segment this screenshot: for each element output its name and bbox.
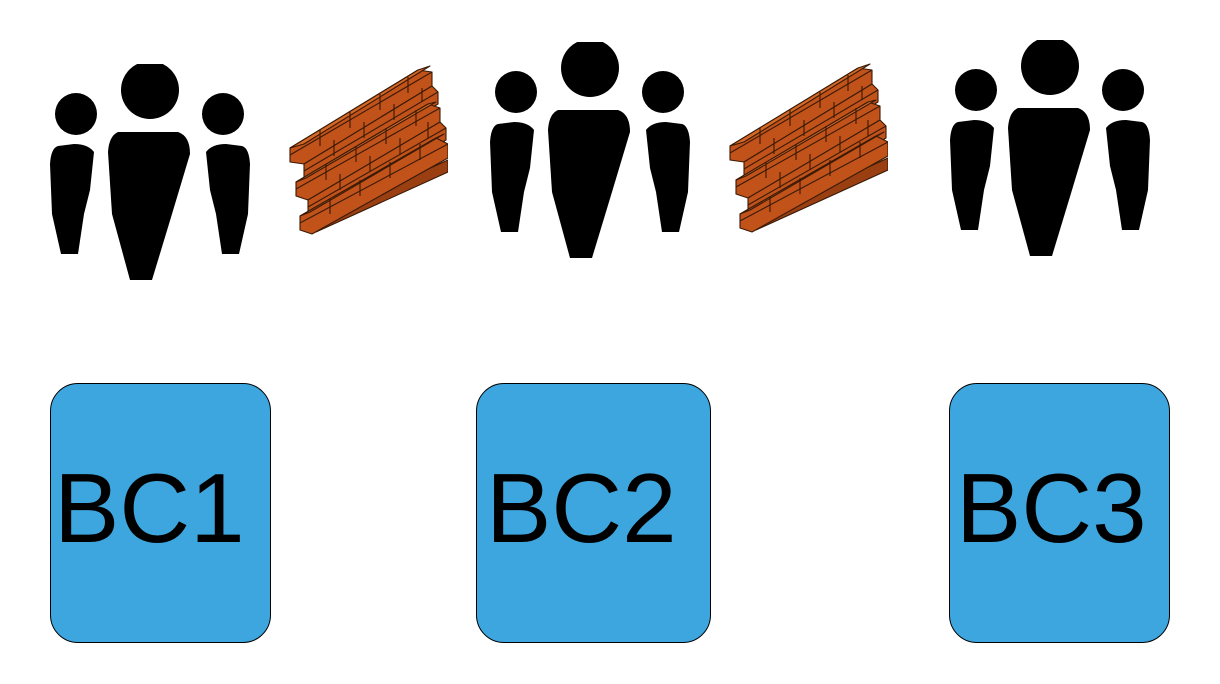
bounded-context-label-1: BC1 [54,453,245,563]
brick-wall-icon [288,64,448,236]
bounded-context-box-2 [476,383,711,643]
people-group-icon [488,42,692,260]
bounded-context-label-3: BC3 [956,453,1147,563]
brick-wall-icon [728,62,888,234]
bounded-context-box-1 [50,383,271,643]
people-group-icon [948,40,1152,258]
bounded-context-label-2: BC2 [486,453,677,563]
bounded-context-box-3 [949,383,1170,643]
people-group-icon [48,64,252,282]
